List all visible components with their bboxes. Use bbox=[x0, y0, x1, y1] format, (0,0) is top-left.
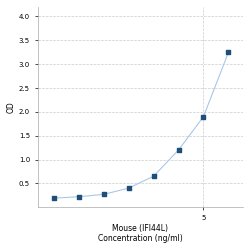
Point bbox=[52, 196, 56, 200]
Point bbox=[176, 148, 180, 152]
Point bbox=[202, 115, 205, 119]
Point bbox=[77, 195, 81, 199]
Point bbox=[152, 174, 156, 178]
Point bbox=[126, 186, 130, 190]
Point bbox=[226, 50, 230, 54]
Y-axis label: OD: OD bbox=[7, 101, 16, 113]
Point bbox=[102, 192, 105, 196]
X-axis label: Mouse (IFI44L)
Concentration (ng/ml): Mouse (IFI44L) Concentration (ng/ml) bbox=[98, 224, 183, 243]
